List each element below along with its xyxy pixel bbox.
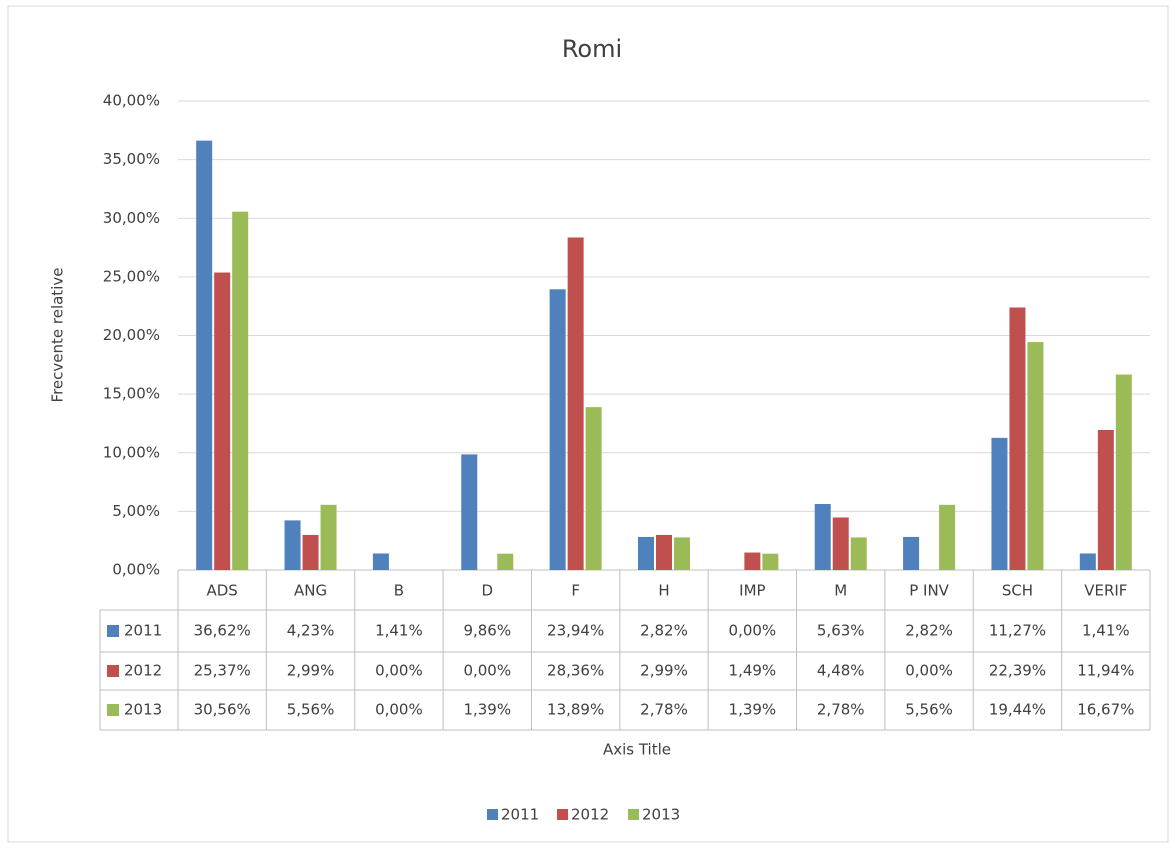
bar bbox=[497, 553, 514, 570]
chart-frame bbox=[7, 5, 1169, 843]
table-cell: 1,39% bbox=[729, 701, 777, 719]
table-cell: 1,41% bbox=[375, 622, 423, 640]
legend-key bbox=[628, 809, 639, 820]
table-cell: 2,99% bbox=[287, 662, 335, 680]
bar bbox=[214, 272, 231, 570]
bar bbox=[196, 140, 213, 570]
table-cell: 0,00% bbox=[729, 622, 777, 640]
bar bbox=[549, 289, 566, 570]
x-tick-label: P INV bbox=[909, 582, 949, 600]
bar bbox=[638, 536, 654, 570]
table-cell: 5,56% bbox=[287, 701, 335, 719]
table-cell: 5,63% bbox=[817, 622, 865, 640]
bar bbox=[991, 437, 1008, 570]
y-axis-label: Frecvente relative bbox=[49, 268, 67, 403]
bar bbox=[567, 237, 584, 570]
table-cell: 0,00% bbox=[375, 662, 423, 680]
table-cell: 4,48% bbox=[817, 662, 865, 680]
table-cell: 1,39% bbox=[463, 701, 511, 719]
y-tick-label: 0,00% bbox=[112, 561, 160, 579]
legend-label: 2013 bbox=[642, 806, 680, 824]
table-legend-key bbox=[107, 625, 119, 637]
x-tick-label: ADS bbox=[207, 582, 238, 600]
x-axis-label: Axis Title bbox=[603, 741, 671, 759]
table-cell: 2,82% bbox=[905, 622, 953, 640]
bar bbox=[674, 537, 690, 570]
x-tick-label: M bbox=[834, 582, 847, 600]
y-tick-label: 10,00% bbox=[103, 443, 160, 461]
table-cell: 23,94% bbox=[547, 622, 604, 640]
y-tick-label: 25,00% bbox=[103, 267, 160, 285]
table-legend-key bbox=[107, 704, 119, 716]
bar bbox=[320, 504, 337, 570]
x-tick-label: IMP bbox=[739, 582, 765, 600]
table-row-label: 2013 bbox=[124, 701, 162, 719]
table-cell: 2,78% bbox=[640, 701, 688, 719]
x-tick-label: B bbox=[394, 582, 404, 600]
x-tick-label: F bbox=[571, 582, 580, 600]
table-row-label: 2011 bbox=[124, 622, 162, 640]
table-cell: 4,23% bbox=[287, 622, 335, 640]
table-cell: 30,56% bbox=[194, 701, 251, 719]
bar bbox=[656, 534, 672, 570]
bar bbox=[1009, 307, 1026, 570]
bar bbox=[832, 517, 849, 570]
bar bbox=[284, 520, 301, 570]
y-tick-label: 30,00% bbox=[103, 209, 160, 227]
y-tick-label: 15,00% bbox=[103, 385, 160, 403]
table-cell: 11,27% bbox=[989, 622, 1046, 640]
x-tick-label: SCH bbox=[1002, 582, 1033, 600]
bar bbox=[585, 407, 602, 570]
x-tick-label: VERIF bbox=[1084, 582, 1127, 600]
legend-key bbox=[557, 809, 568, 820]
table-cell: 2,82% bbox=[640, 622, 688, 640]
table-cell: 25,37% bbox=[194, 662, 251, 680]
bar bbox=[744, 552, 761, 570]
table-cell: 19,44% bbox=[989, 701, 1046, 719]
bar bbox=[232, 211, 249, 570]
table-cell: 0,00% bbox=[463, 662, 511, 680]
y-tick-label: 5,00% bbox=[112, 502, 160, 520]
legend-label: 2011 bbox=[501, 806, 539, 824]
table-cell: 11,94% bbox=[1077, 662, 1134, 680]
bar bbox=[372, 553, 389, 570]
bar bbox=[1115, 374, 1132, 570]
table-cell: 1,49% bbox=[729, 662, 777, 680]
bar bbox=[1027, 342, 1044, 570]
y-tick-label: 20,00% bbox=[103, 326, 160, 344]
table-row-label: 2012 bbox=[124, 662, 162, 680]
chart-title: Romi bbox=[562, 35, 622, 63]
y-tick-label: 40,00% bbox=[103, 92, 160, 110]
bar bbox=[302, 534, 319, 570]
table-cell: 22,39% bbox=[989, 662, 1046, 680]
bar bbox=[814, 503, 831, 570]
legend-key bbox=[487, 809, 498, 820]
x-tick-label: D bbox=[481, 582, 493, 600]
bar bbox=[762, 553, 779, 570]
table-cell: 5,56% bbox=[905, 701, 953, 719]
bar bbox=[461, 454, 478, 570]
y-tick-label: 35,00% bbox=[103, 150, 160, 168]
table-cell: 1,41% bbox=[1082, 622, 1130, 640]
bar bbox=[1097, 430, 1114, 570]
legend-label: 2012 bbox=[571, 806, 609, 824]
table-cell: 0,00% bbox=[375, 701, 423, 719]
bar bbox=[939, 504, 956, 570]
x-tick-label: H bbox=[658, 582, 669, 600]
table-cell: 13,89% bbox=[547, 701, 604, 719]
table-cell: 28,36% bbox=[547, 662, 604, 680]
bar bbox=[1079, 553, 1096, 570]
x-tick-label: ANG bbox=[294, 582, 327, 600]
table-cell: 2,78% bbox=[817, 701, 865, 719]
bar bbox=[850, 537, 867, 570]
table-cell: 0,00% bbox=[905, 662, 953, 680]
bar bbox=[903, 536, 920, 570]
table-cell: 9,86% bbox=[463, 622, 511, 640]
table-cell: 36,62% bbox=[194, 622, 251, 640]
table-cell: 16,67% bbox=[1077, 701, 1134, 719]
table-legend-key bbox=[107, 665, 119, 677]
table-cell: 2,99% bbox=[640, 662, 688, 680]
